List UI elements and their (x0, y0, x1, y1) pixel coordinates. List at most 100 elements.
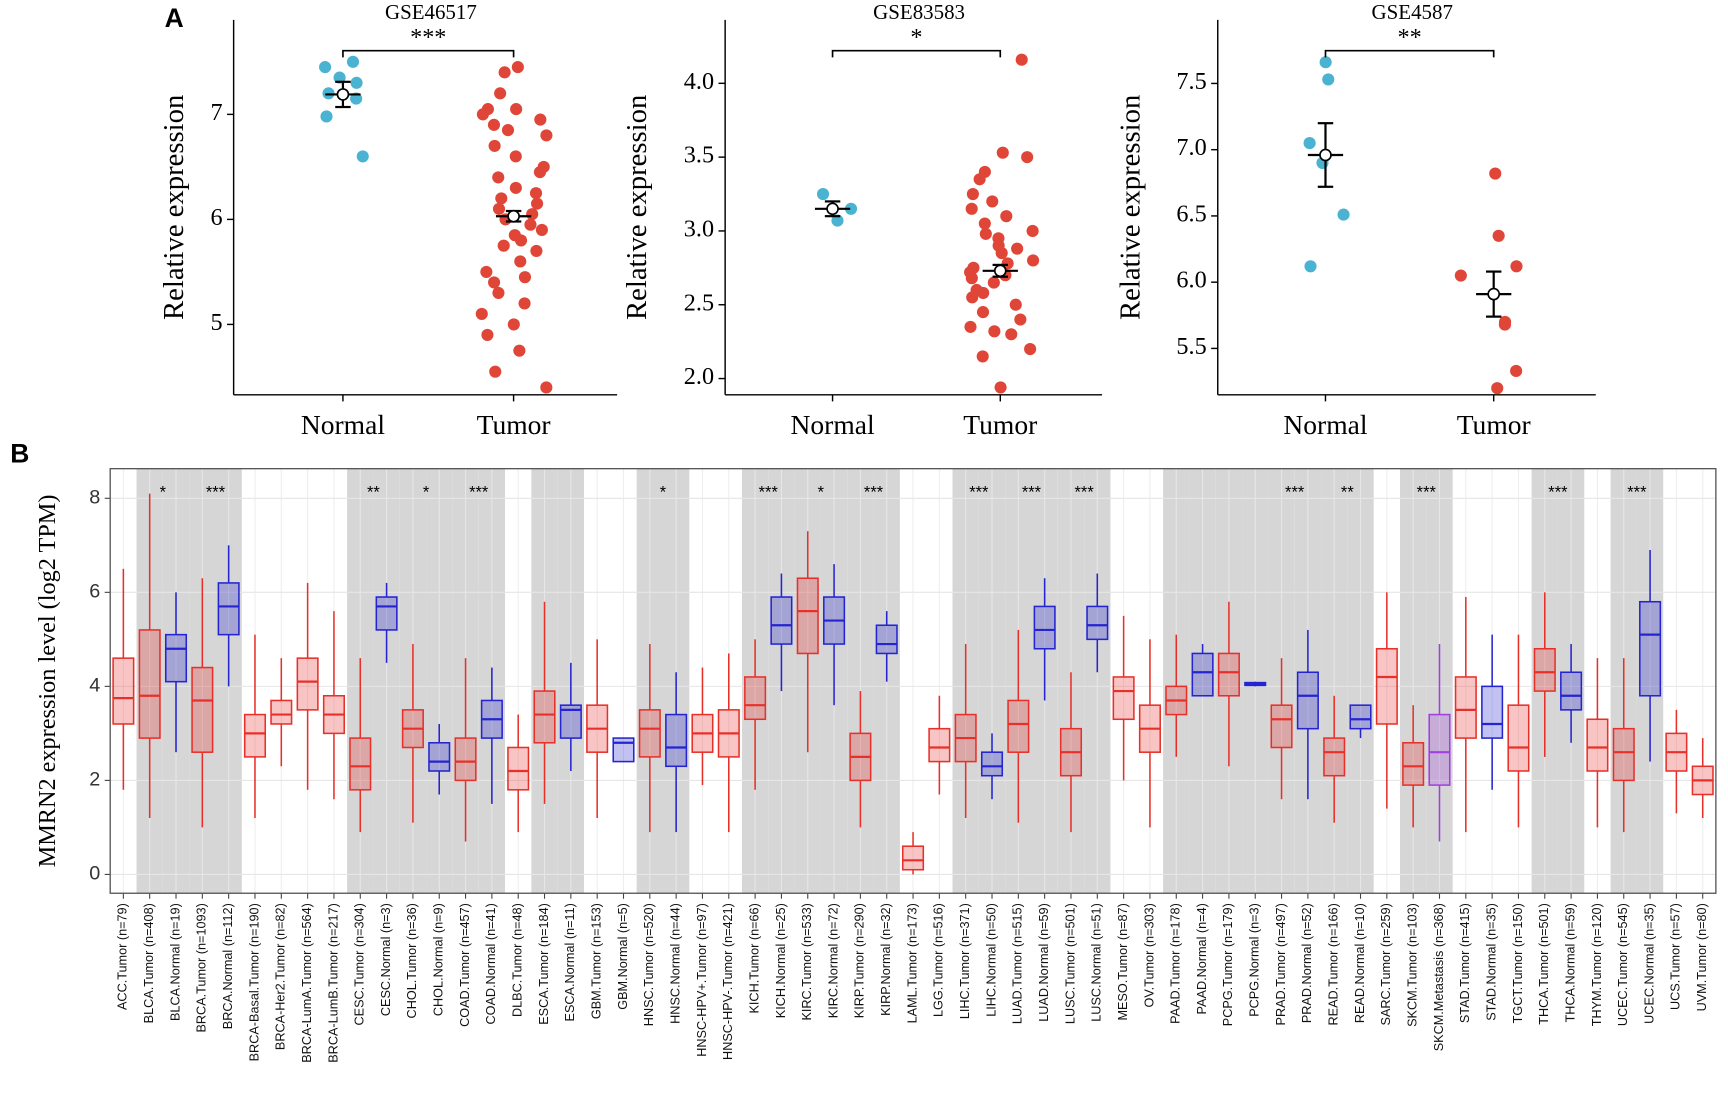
box (1612, 727, 1635, 782)
box (796, 577, 819, 655)
x-tick-label: LAML.Tumor (n=173) (905, 903, 919, 1023)
x-tick-label: READ.Normal (n=10) (1353, 903, 1367, 1023)
significance-label: *** (410, 24, 446, 51)
data-point (977, 286, 990, 300)
x-tick-label: GBM.Normal (n=5) (616, 903, 630, 1010)
data-point (356, 150, 369, 163)
data-point (1014, 313, 1027, 326)
box (638, 709, 661, 758)
data-point (988, 325, 1001, 338)
y-axis-label: Relative expression (621, 95, 653, 320)
data-point (1024, 342, 1037, 356)
x-tick-label: SKCM.Tumor (n=103) (1406, 903, 1420, 1027)
significance-label: *** (1074, 482, 1094, 501)
x-tick-label: KIRP.Normal (n=32) (879, 903, 893, 1016)
x-tick-label: BLCA.Normal (n=19) (168, 903, 182, 1021)
box (875, 624, 898, 655)
significance-label: * (910, 24, 922, 51)
data-point (964, 320, 977, 333)
box (191, 666, 214, 753)
data-point (514, 234, 528, 247)
box (1533, 647, 1556, 692)
x-tick-label: HNSC-HPV+.Tumor (n=97) (695, 903, 709, 1057)
box (665, 713, 688, 768)
x-tick-label: Normal (790, 409, 874, 440)
x-tick-label: KIRC.Tumor (n=533) (800, 903, 814, 1020)
data-point (816, 187, 830, 201)
y-tick-label: 8 (89, 487, 100, 509)
data-point (1337, 208, 1350, 221)
x-tick-label: KIRP.Tumor (n=290) (853, 903, 867, 1018)
box (1454, 676, 1477, 739)
x-tick-label: THYM.Tumor (n=120) (1590, 903, 1604, 1026)
box (612, 737, 635, 763)
x-tick-label: SKCM.Metastasis (n=368) (1432, 903, 1446, 1051)
data-point (996, 146, 1009, 159)
x-tick-label: STAD.Tumor (n=415) (1458, 903, 1472, 1023)
significance-label: *** (1548, 482, 1568, 501)
x-tick-label: PAAD.Normal (n=4) (1195, 903, 1209, 1014)
box (375, 596, 398, 631)
data-point (487, 118, 501, 131)
data-point (1489, 167, 1502, 180)
data-point (1454, 269, 1467, 282)
data-point (1021, 151, 1034, 164)
x-tick-label: LUSC.Normal (n=51) (1090, 903, 1104, 1022)
data-point (534, 113, 547, 126)
data-point (979, 227, 992, 240)
data-point (1304, 260, 1317, 273)
y-axis-label: Relative expression (1114, 95, 1146, 320)
data-point (524, 218, 537, 231)
data-point (475, 307, 488, 320)
y-tick-label: 6 (210, 204, 222, 231)
box (349, 737, 372, 791)
x-tick-label: Tumor (963, 409, 1037, 440)
data-point (1009, 298, 1022, 311)
data-point (333, 71, 346, 84)
data-point (531, 197, 544, 210)
data-point (514, 255, 527, 268)
data-point (1510, 364, 1523, 378)
box (980, 751, 1004, 777)
data-point (350, 92, 363, 105)
box (1270, 704, 1293, 749)
box (164, 633, 188, 683)
box (1033, 605, 1056, 650)
box (1086, 605, 1109, 641)
y-tick-label: 6.5 (1176, 200, 1206, 227)
box (1217, 652, 1240, 697)
mean-point (826, 202, 839, 216)
box (138, 629, 161, 739)
mean-point (993, 264, 1007, 278)
data-point (1000, 210, 1013, 223)
significance-label: *** (864, 482, 884, 501)
x-tick-label: BRCA-Basal.Tumor (n=190) (247, 903, 261, 1061)
x-tick-label: HNSC.Tumor (n=520) (642, 903, 656, 1026)
box (1296, 671, 1319, 730)
y-tick-label: 7.5 (1176, 68, 1206, 95)
data-point (530, 244, 543, 257)
x-tick-label: KICH.Tumor (n=66) (747, 903, 761, 1013)
significance-label: *** (969, 482, 989, 501)
mean-point (1319, 148, 1332, 162)
x-tick-label: LUAD.Normal (n=59) (1037, 903, 1051, 1022)
x-tick-label: COAD.Tumor (n=457) (458, 903, 472, 1027)
y-tick-label: 3.0 (684, 215, 714, 242)
box (1323, 737, 1346, 777)
y-tick-label: 2.5 (684, 289, 714, 316)
x-tick-label: GBM.Tumor (n=153) (590, 903, 604, 1019)
data-point (1011, 242, 1024, 255)
significance-label: *** (1285, 482, 1305, 501)
data-point (1498, 318, 1511, 331)
data-point (320, 110, 333, 123)
data-point (540, 381, 553, 394)
y-tick-label: 5.5 (1176, 333, 1206, 360)
box (428, 742, 451, 772)
y-axis-label: MMRN2 expression level (log2 TPM) (34, 495, 61, 868)
x-tick-label: PRAD.Normal (n=52) (1300, 903, 1314, 1023)
significance-label: *** (1022, 482, 1042, 501)
panel-label: B (10, 438, 29, 468)
significance-bracket (342, 49, 515, 58)
significance-label: * (160, 482, 167, 501)
panel-label: A (165, 3, 184, 33)
